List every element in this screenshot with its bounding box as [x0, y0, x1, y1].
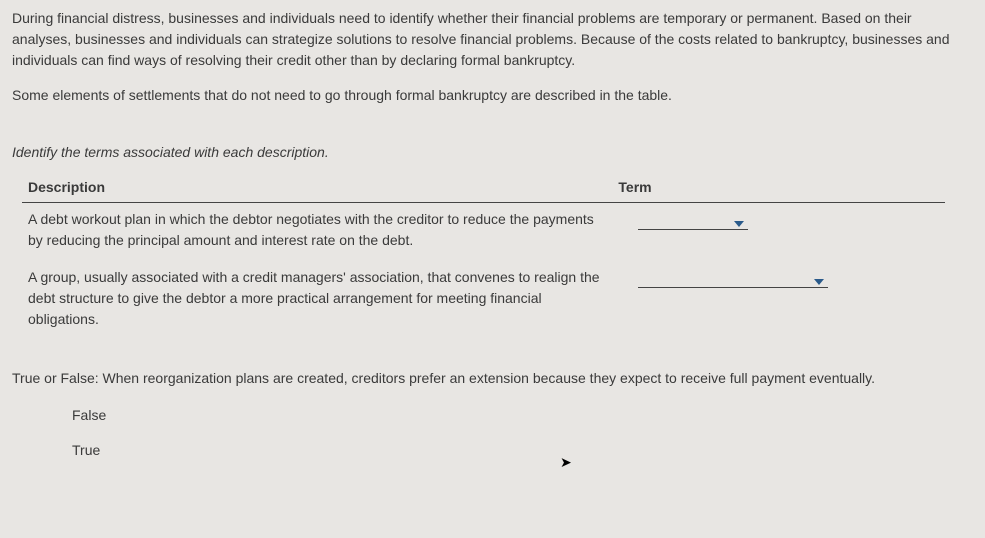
term-cell — [612, 203, 944, 262]
true-false-options: False True — [72, 405, 973, 461]
description-cell: A debt workout plan in which the debtor … — [22, 203, 612, 262]
instruction-text: Identify the terms associated with each … — [12, 142, 973, 163]
description-term-table: Description Term A debt workout plan in … — [22, 173, 945, 340]
intro-paragraph-2: Some elements of settlements that do not… — [12, 85, 973, 106]
term-dropdown-1[interactable] — [638, 221, 748, 230]
description-cell: A group, usually associated with a credi… — [22, 261, 612, 340]
table-row: A debt workout plan in which the debtor … — [22, 203, 945, 262]
chevron-down-icon — [734, 221, 744, 227]
table-row: A group, usually associated with a credi… — [22, 261, 945, 340]
intro-paragraph-1: During financial distress, businesses an… — [12, 8, 973, 71]
option-true[interactable]: True — [72, 440, 973, 461]
term-dropdown-2[interactable] — [638, 279, 828, 288]
header-description: Description — [22, 173, 612, 203]
chevron-down-icon — [814, 279, 824, 285]
option-false[interactable]: False — [72, 405, 973, 426]
header-term: Term — [612, 173, 944, 203]
term-cell — [612, 261, 944, 340]
true-false-prompt: True or False: When reorganization plans… — [12, 368, 973, 389]
